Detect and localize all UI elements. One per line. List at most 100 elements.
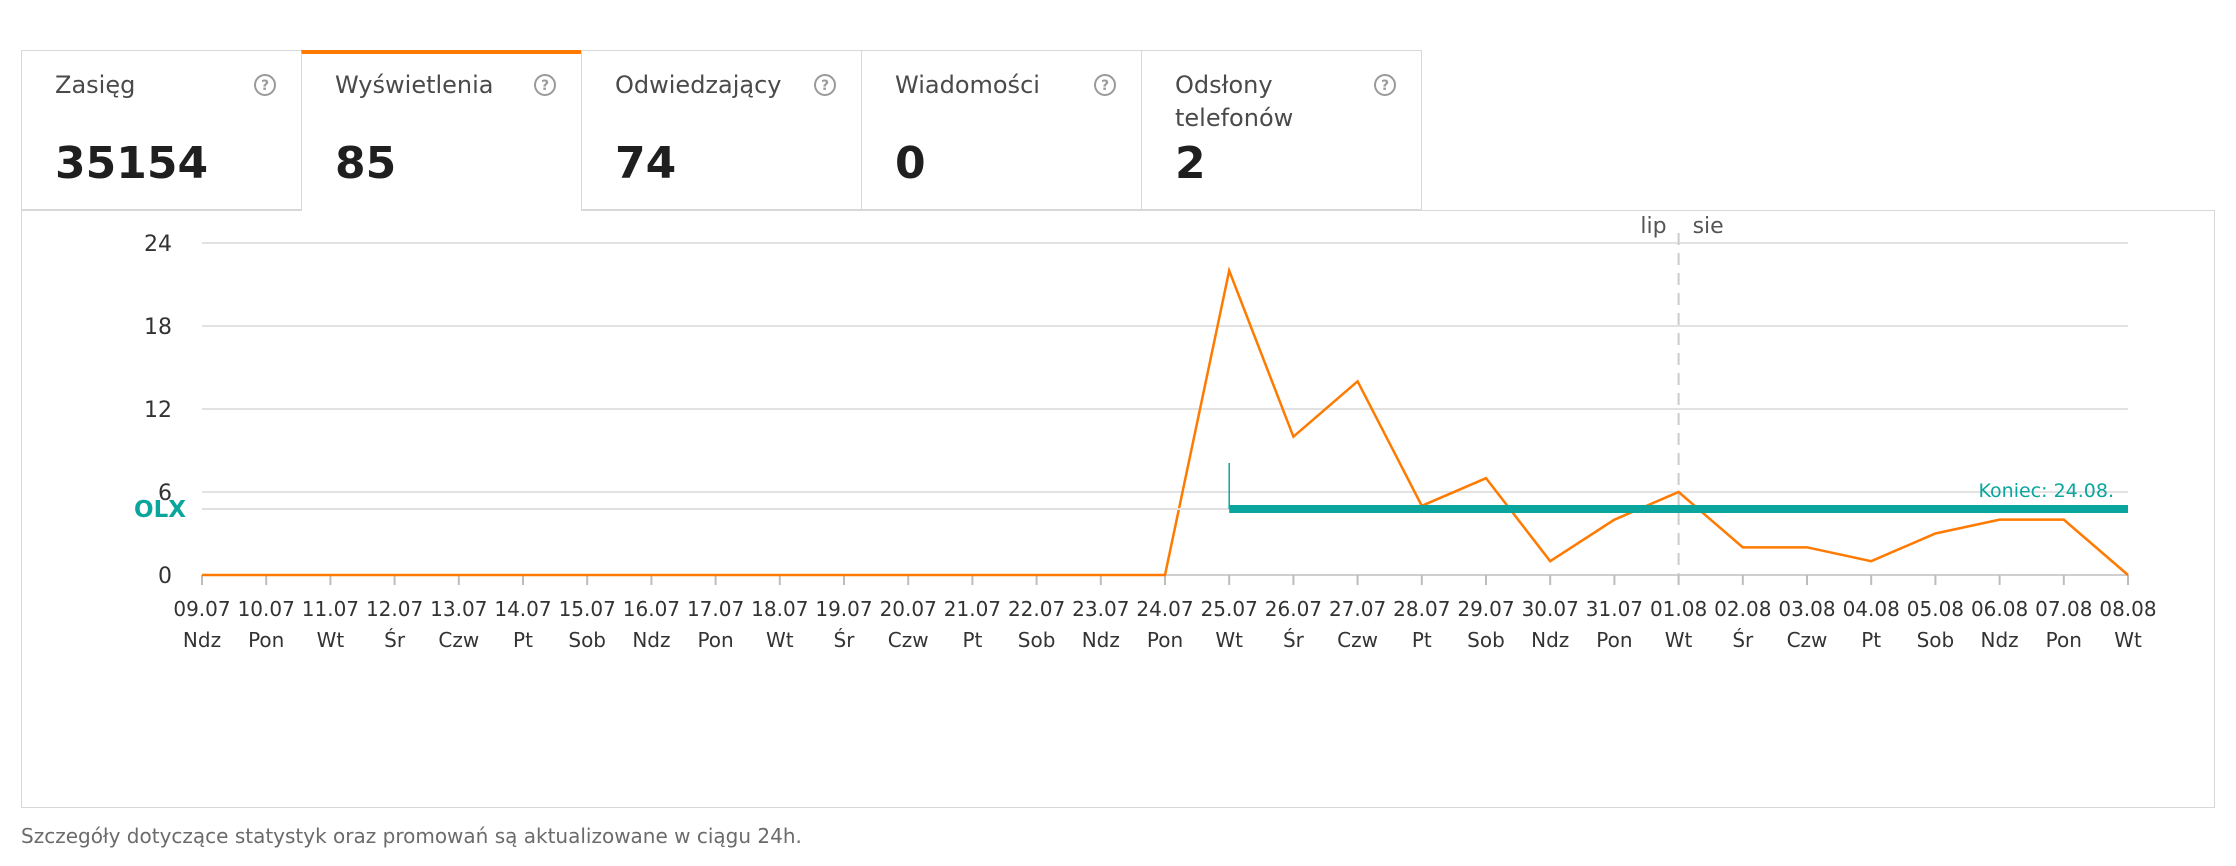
x-tick-weekday: Śr [834, 628, 856, 652]
x-tick-date: 29.07 [1457, 597, 1514, 621]
x-tick-weekday: Wt [1215, 628, 1243, 652]
views-series-line [202, 266, 2129, 577]
promotion-label: OLX [134, 497, 186, 523]
x-tick-date: 27.07 [1329, 597, 1386, 621]
x-tick-date: 18.07 [751, 597, 808, 621]
svg-text:?: ? [541, 78, 549, 94]
x-tick-weekday: Śr [1283, 628, 1305, 652]
x-tick-date: 11.07 [302, 597, 359, 621]
x-tick-weekday: Czw [1337, 628, 1378, 652]
x-tick-date: 22.07 [1008, 597, 1065, 621]
x-tick-weekday: Pon [1596, 628, 1632, 652]
chart-panel: 0 6 12 18 24 09.07 Ndz 10.07 Pon 11.07 Wt 12.07 Śr 13… [21, 210, 2215, 808]
x-tick-weekday: Pt [962, 628, 982, 652]
footnote: Szczegóły dotyczące statystyk oraz promo… [21, 824, 802, 848]
x-tick-weekday: Pt [1412, 628, 1432, 652]
tab-value: 74 [615, 138, 677, 189]
tab-label: Odwiedzający [615, 71, 782, 99]
tab-label: Zasięg [55, 71, 136, 99]
views-line-chart: 0 6 12 18 24 09.07 Ndz 10.07 Pon 11.07 Wt 12.07 Śr 13… [134, 214, 2157, 652]
question-circle-icon[interactable]: ? [533, 73, 557, 97]
svg-text:?: ? [1101, 78, 1109, 94]
question-circle-icon[interactable]: ? [813, 73, 837, 97]
x-tick-weekday: Pon [248, 628, 284, 652]
x-tick-date: 03.08 [1778, 597, 1835, 621]
x-tick-weekday: Sob [568, 628, 606, 652]
tab-label: Wyświetlenia [335, 71, 494, 99]
y-tick-label: 24 [144, 232, 172, 257]
tab-wyswietlenia[interactable]: Wyświetlenia ? 85 [301, 50, 581, 211]
tab-odwiedzajacy[interactable]: Odwiedzający ? 74 [581, 50, 861, 210]
x-tick-weekday: Sob [1018, 628, 1056, 652]
x-tick-date: 04.08 [1843, 597, 1900, 621]
y-tick-label: 18 [144, 315, 172, 340]
x-tick-weekday: Pon [697, 628, 733, 652]
promotion-end-label: Koniec: 24.08. [1979, 480, 2114, 502]
x-tick-weekday: Czw [888, 628, 929, 652]
x-tick-date: 26.07 [1265, 597, 1322, 621]
x-tick-weekday: Śr [1732, 628, 1754, 652]
x-tick-weekday: Ndz [1531, 628, 1569, 652]
x-tick-date: 05.08 [1907, 597, 1964, 621]
question-circle-icon[interactable]: ? [1373, 73, 1397, 97]
svg-text:?: ? [1381, 78, 1389, 94]
x-tick-weekday: Ndz [1082, 628, 1120, 652]
tab-label: Odsłony telefonów [1175, 71, 1294, 132]
tab-odslony-telefonow[interactable]: Odsłony telefonów ? 2 [1141, 50, 1422, 210]
y-tick-label: 0 [158, 564, 172, 589]
x-tick-weekday: Ndz [632, 628, 670, 652]
x-tick-weekday: Sob [1467, 628, 1505, 652]
x-tick-weekday: Pt [513, 628, 533, 652]
x-tick-weekday: Sob [1917, 628, 1955, 652]
x-tick-weekday: Czw [1787, 628, 1828, 652]
x-tick-weekday: Ndz [183, 628, 221, 652]
x-tick-date: 14.07 [494, 597, 551, 621]
x-tick-date: 28.07 [1393, 597, 1450, 621]
x-tick-date: 08.08 [2099, 597, 2156, 621]
x-tick-weekday: Czw [438, 628, 479, 652]
tab-value: 2 [1175, 138, 1206, 189]
tab-label: Wiadomości [895, 71, 1040, 99]
svg-text:?: ? [821, 78, 829, 94]
x-tick-date: 24.07 [1136, 597, 1193, 621]
question-circle-icon[interactable]: ? [253, 73, 277, 97]
x-tick-date: 06.08 [1971, 597, 2028, 621]
x-tick-weekday: Pon [1147, 628, 1183, 652]
x-tick-weekday: Pon [2046, 628, 2082, 652]
x-tick-date: 16.07 [623, 597, 680, 621]
x-tick-date: 12.07 [366, 597, 423, 621]
x-tick-date: 13.07 [430, 597, 487, 621]
tab-wiadomosci[interactable]: Wiadomości ? 0 [861, 50, 1141, 210]
metric-tabs: Zasięg ? 35154 Wyświetlenia ? 85 Odwiedz… [21, 50, 1422, 211]
x-tick-weekday: Wt [1665, 628, 1693, 652]
x-tick-date: 19.07 [815, 597, 872, 621]
x-tick-date: 30.07 [1522, 597, 1579, 621]
x-tick-weekday: Wt [317, 628, 345, 652]
x-tick-date: 01.08 [1650, 597, 1707, 621]
x-tick-weekday: Ndz [1981, 628, 2019, 652]
x-tick-date: 07.08 [2035, 597, 2092, 621]
tab-value: 85 [335, 138, 397, 189]
tab-value: 0 [895, 138, 926, 189]
tab-zasieg[interactable]: Zasięg ? 35154 [21, 50, 301, 210]
promotion-bar [1229, 505, 2128, 513]
x-tick-date: 17.07 [687, 597, 744, 621]
x-tick-date: 23.07 [1072, 597, 1129, 621]
y-tick-label: 6 [158, 481, 172, 506]
question-circle-icon[interactable]: ? [1093, 73, 1117, 97]
month-label-after: sie [1693, 214, 1724, 239]
x-tick-date: 21.07 [944, 597, 1001, 621]
x-tick-weekday: Wt [766, 628, 794, 652]
x-tick-weekday: Śr [384, 628, 406, 652]
x-tick-date: 09.07 [173, 597, 230, 621]
x-tick-date: 20.07 [880, 597, 937, 621]
tab-value: 35154 [55, 138, 209, 189]
x-tick-date: 02.08 [1714, 597, 1771, 621]
x-tick-date: 15.07 [559, 597, 616, 621]
x-tick-weekday: Wt [2114, 628, 2142, 652]
x-tick-weekday: Pt [1861, 628, 1881, 652]
x-tick-date: 10.07 [238, 597, 295, 621]
svg-text:?: ? [261, 78, 269, 94]
x-tick-date: 25.07 [1201, 597, 1258, 621]
month-label-before: lip [1640, 214, 1666, 239]
